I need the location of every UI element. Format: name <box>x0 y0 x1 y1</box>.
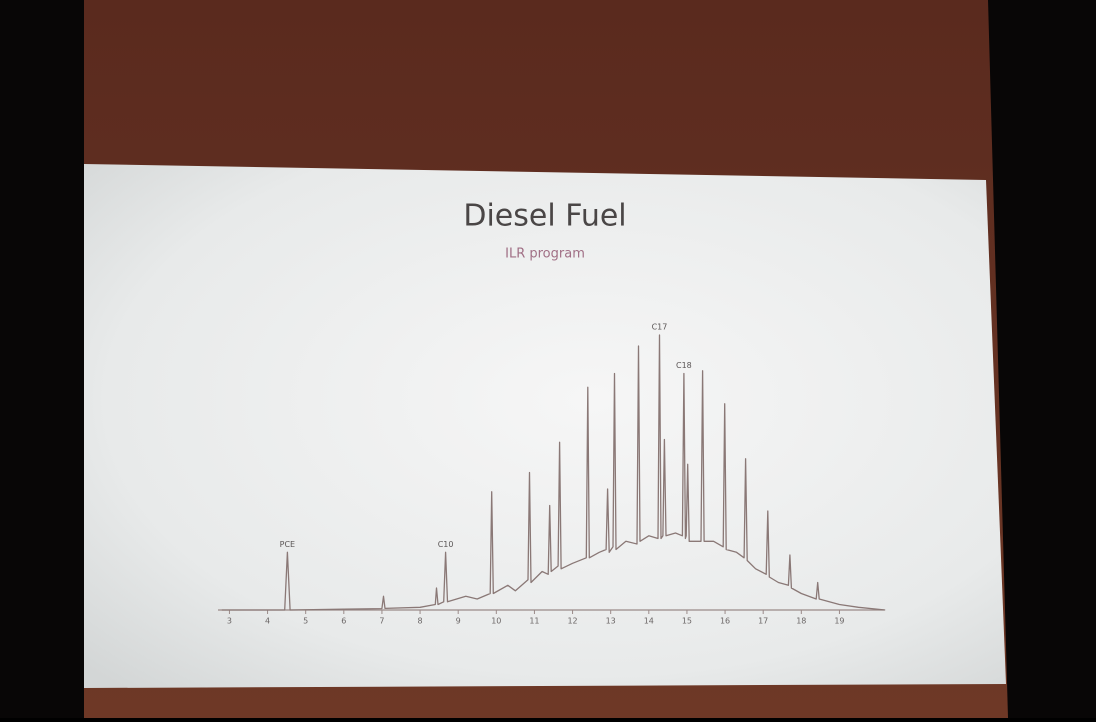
x-tick-label: 9 <box>456 617 461 626</box>
peak-label: C10 <box>438 540 454 549</box>
x-tick-label: 18 <box>796 617 806 626</box>
peak-label: C17 <box>652 323 668 332</box>
x-tick-label: 7 <box>379 617 384 626</box>
x-tick-label: 17 <box>758 617 768 626</box>
chart-title: Diesel Fuel <box>463 199 626 234</box>
x-tick-label: 6 <box>341 617 346 626</box>
x-tick-label: 12 <box>567 617 577 626</box>
x-tick-label: 15 <box>682 617 692 626</box>
x-tick-label: 4 <box>265 617 270 626</box>
x-tick-label: 13 <box>606 617 616 626</box>
x-tick-label: 11 <box>529 617 539 626</box>
x-tick-label: 16 <box>720 617 730 626</box>
x-tick-label: 5 <box>303 617 308 626</box>
x-tick-label: 10 <box>491 617 501 626</box>
photo: Diesel Fuel ILR program 3 4 5 6 7 8 9 10 11 12 13 1… <box>0 0 1096 718</box>
x-tick-label: 8 <box>418 617 423 626</box>
peak-label: PCE <box>280 540 295 549</box>
x-tick-label: 19 <box>834 617 844 626</box>
page: Diesel Fuel ILR program 3 4 5 6 7 8 9 10 11 12 13 1… <box>0 0 1096 718</box>
chart-subtitle: ILR program <box>505 247 585 262</box>
peak-label: C18 <box>676 361 692 370</box>
x-tick-label: 14 <box>644 617 654 626</box>
x-tick-label: 3 <box>227 617 232 626</box>
